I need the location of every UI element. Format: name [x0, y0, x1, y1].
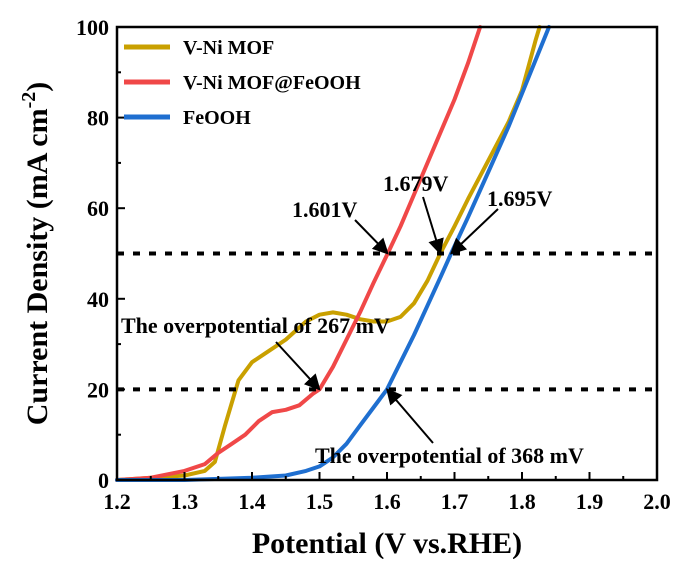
y-tick-label: 40	[87, 287, 109, 312]
annotation-arrow-2	[449, 208, 499, 255]
x-tick-label: 1.2	[103, 489, 131, 514]
series-line-0	[115, 25, 542, 482]
x-tick-label: 1.7	[441, 489, 469, 514]
annotation-arrow-4	[385, 388, 434, 444]
annotation-arrow-3	[275, 341, 321, 391]
annotation-label-1: 1.679V	[383, 171, 449, 196]
annotation-label-4: The overpotential of 368 mV	[315, 443, 584, 468]
x-tick-label: 1.4	[238, 489, 266, 514]
x-tick-label: 1.9	[576, 489, 604, 514]
y-axis-label: Current Density (mA cm-2)	[18, 82, 54, 426]
annotation-label-0: 1.601V	[292, 197, 358, 222]
annotation-label-3: The overpotential of 267 mV	[121, 313, 390, 338]
annotation-arrow-0	[354, 219, 389, 255]
y-tick-label: 100	[76, 15, 109, 40]
x-tick-label: 1.8	[508, 489, 536, 514]
x-tick-label: 1.6	[373, 489, 401, 514]
x-axis-label: Potential (V vs.RHE)	[252, 527, 522, 559]
x-tick-label: 1.5	[306, 489, 334, 514]
y-tick-label: 80	[87, 106, 109, 131]
y-axis-label-close: )	[21, 82, 54, 92]
y-tick-label: 0	[98, 468, 109, 493]
y-tick-label: 60	[87, 196, 109, 221]
y-tick-label: 20	[87, 377, 109, 402]
legend-label-1: V-Ni MOF@FeOOH	[183, 72, 361, 94]
annotation-arrow-1	[422, 196, 444, 256]
axes-layer: 1.2 1.3 1.4 1.5 1.6 1.7 1.8 1.9 2.0 0 20 40 60 80 100	[76, 15, 671, 514]
legend: V-Ni MOF V-Ni MOF@FeOOH FeOOH	[124, 37, 361, 129]
x-tick-label: 2.0	[643, 489, 671, 514]
legend-label-0: V-Ni MOF	[183, 37, 274, 59]
x-tick-label: 1.3	[171, 489, 199, 514]
reference-lines	[117, 251, 657, 392]
annotation-layer: 1.601V 1.679V 1.695V The overpotential of 2…	[121, 171, 584, 468]
y-axis-label-main: Current Density (mA cm	[21, 108, 54, 425]
annotation-label-2: 1.695V	[487, 186, 553, 211]
legend-label-2: FeOOH	[183, 107, 251, 129]
y-axis-label-superscript: -2	[18, 92, 40, 109]
